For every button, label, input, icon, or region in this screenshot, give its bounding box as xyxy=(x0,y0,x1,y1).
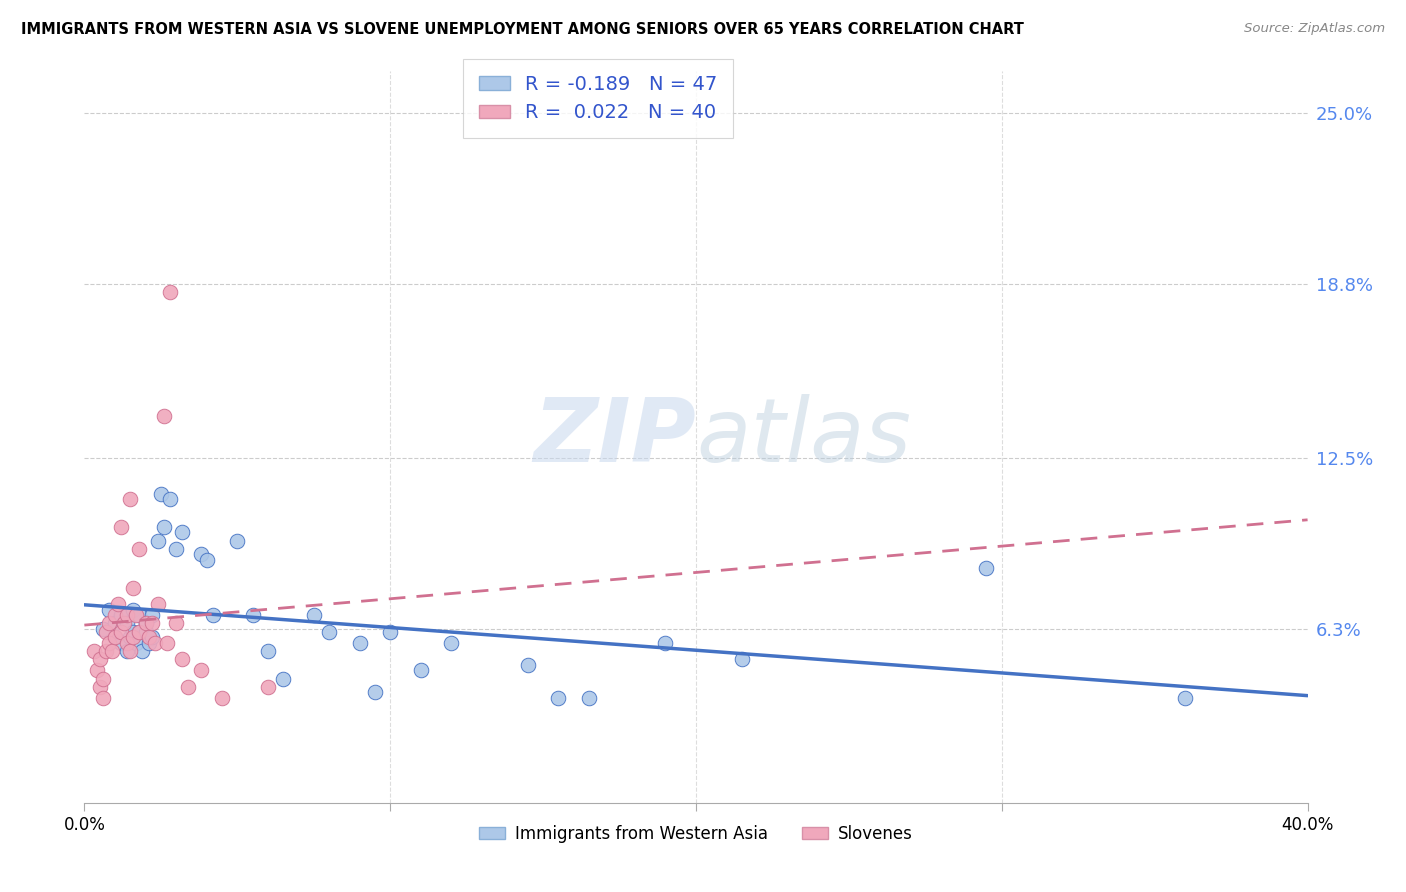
Point xyxy=(149,486,172,500)
Point xyxy=(110,520,132,534)
Point xyxy=(97,602,120,616)
Point xyxy=(122,630,145,644)
Point xyxy=(135,624,157,639)
Point xyxy=(409,663,432,677)
Point xyxy=(89,652,111,666)
Point xyxy=(138,630,160,644)
Point xyxy=(143,636,166,650)
Point xyxy=(122,624,145,639)
Point xyxy=(122,581,145,595)
Point xyxy=(153,520,176,534)
Point xyxy=(516,657,538,672)
Point xyxy=(226,533,249,548)
Point xyxy=(1174,690,1197,705)
Point xyxy=(177,680,200,694)
Point xyxy=(578,690,600,705)
Point xyxy=(257,644,280,658)
Point xyxy=(91,622,114,636)
Point xyxy=(97,636,120,650)
Point xyxy=(104,616,127,631)
Point xyxy=(271,672,294,686)
Point xyxy=(141,616,163,631)
Point xyxy=(94,624,117,639)
Point xyxy=(94,644,117,658)
Point xyxy=(120,644,142,658)
Point xyxy=(141,630,163,644)
Point xyxy=(242,608,264,623)
Point xyxy=(86,663,108,677)
Point xyxy=(91,672,114,686)
Point xyxy=(128,624,150,639)
Point xyxy=(165,541,187,556)
Point xyxy=(120,492,142,507)
Point xyxy=(138,636,160,650)
Point xyxy=(135,616,157,631)
Point xyxy=(120,630,142,644)
Point xyxy=(122,602,145,616)
Point xyxy=(211,690,233,705)
Point xyxy=(302,608,325,623)
Point xyxy=(195,553,218,567)
Point xyxy=(654,636,676,650)
Point xyxy=(115,636,138,650)
Point xyxy=(156,636,179,650)
Point xyxy=(125,608,148,623)
Point xyxy=(101,644,124,658)
Point xyxy=(146,533,169,548)
Point xyxy=(125,636,148,650)
Point xyxy=(115,608,138,623)
Point xyxy=(976,561,998,575)
Point xyxy=(153,409,176,424)
Point xyxy=(91,690,114,705)
Point xyxy=(165,616,187,631)
Point xyxy=(190,548,212,562)
Point xyxy=(131,644,153,658)
Point xyxy=(257,680,280,694)
Point xyxy=(97,616,120,631)
Point xyxy=(547,690,569,705)
Point xyxy=(104,608,127,623)
Point xyxy=(128,541,150,556)
Point xyxy=(146,597,169,611)
Point xyxy=(128,624,150,639)
Point xyxy=(128,608,150,623)
Point xyxy=(107,597,129,611)
Text: ZIP: ZIP xyxy=(533,393,696,481)
Point xyxy=(731,652,754,666)
Point xyxy=(141,608,163,623)
Point xyxy=(110,624,132,639)
Point xyxy=(172,652,194,666)
Point xyxy=(159,492,181,507)
Point xyxy=(172,525,194,540)
Point xyxy=(104,630,127,644)
Point xyxy=(135,616,157,631)
Point xyxy=(112,616,135,631)
Text: atlas: atlas xyxy=(696,394,911,480)
Point xyxy=(115,644,138,658)
Point xyxy=(104,630,127,644)
Point xyxy=(110,636,132,650)
Point xyxy=(201,608,224,623)
Point xyxy=(318,624,340,639)
Point xyxy=(159,285,181,300)
Point xyxy=(83,644,105,658)
Point xyxy=(115,616,138,631)
Point xyxy=(110,608,132,623)
Point xyxy=(190,663,212,677)
Point xyxy=(89,680,111,694)
Text: IMMIGRANTS FROM WESTERN ASIA VS SLOVENE UNEMPLOYMENT AMONG SENIORS OVER 65 YEARS: IMMIGRANTS FROM WESTERN ASIA VS SLOVENE … xyxy=(21,22,1024,37)
Point xyxy=(349,636,371,650)
Point xyxy=(364,685,387,699)
Text: Source: ZipAtlas.com: Source: ZipAtlas.com xyxy=(1244,22,1385,36)
Legend: Immigrants from Western Asia, Slovenes: Immigrants from Western Asia, Slovenes xyxy=(472,818,920,849)
Point xyxy=(380,624,402,639)
Point xyxy=(440,636,463,650)
